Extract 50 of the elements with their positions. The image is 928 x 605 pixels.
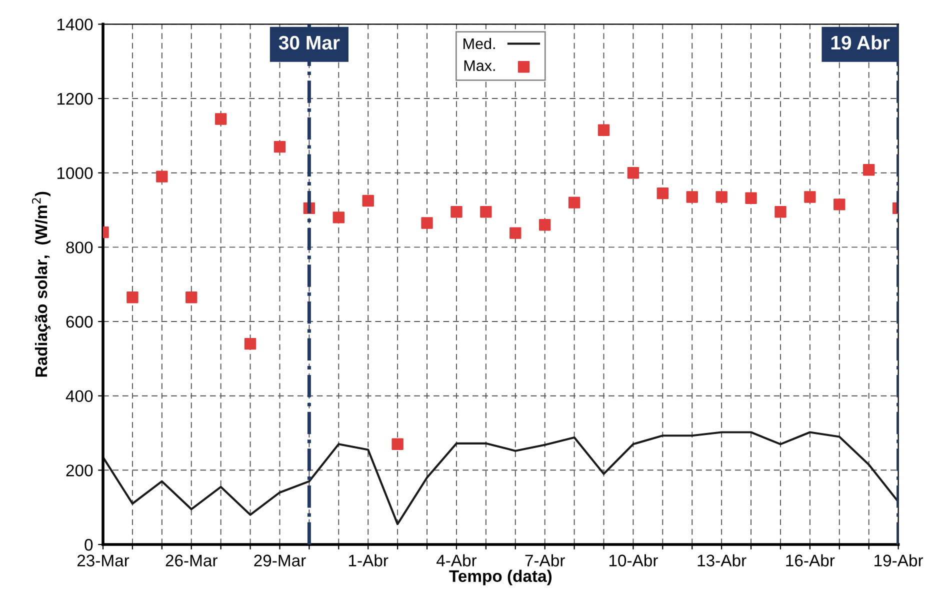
point (244, 338, 256, 350)
point (598, 124, 610, 136)
point (214, 113, 227, 125)
point (156, 170, 168, 182)
x-tick-label: 29-Mar (254, 554, 306, 566)
point (450, 206, 462, 218)
point (421, 217, 433, 229)
x-tick-label: 4-Abr (436, 554, 477, 566)
legend-label: Max. (464, 60, 495, 72)
point (362, 194, 374, 207)
point (804, 191, 816, 203)
x-axis-title: Tempo (data) (449, 570, 552, 586)
y-tick-label: 0 (84, 538, 93, 551)
y-tick-label: 200 (66, 464, 93, 476)
point (656, 187, 669, 200)
point (834, 198, 846, 210)
y-axis-title: Radiação solar, (W/m$^{2}$) (32, 192, 50, 377)
point (863, 164, 875, 176)
x-tick-label: 16-Abr (786, 554, 835, 566)
y-tick-label: 1000 (57, 167, 93, 180)
point (568, 196, 580, 208)
y-tick-label: 400 (66, 390, 93, 402)
x-tick-label: 26-Mar (166, 554, 218, 566)
point (745, 192, 757, 204)
x-tick-label: 23-Mar (77, 554, 130, 566)
x-tick-label: 13-Abr (698, 554, 746, 566)
point (480, 206, 492, 218)
point (392, 438, 404, 450)
y-tick-label: 1400 (57, 18, 93, 30)
y-tick-label: 600 (66, 316, 93, 328)
point (627, 167, 640, 179)
x-tick-label: 1-Abr (349, 554, 388, 566)
ref-line-label: 19 Abr (831, 35, 890, 50)
legend-label: Med. (464, 38, 495, 50)
point (274, 140, 286, 153)
point (510, 227, 522, 239)
x-tick-label: 10-Abr (609, 554, 658, 566)
ref-line-label: 30 Mar (278, 36, 340, 50)
x-tick-label: 19-Abr (874, 554, 924, 566)
line-series (103, 431, 898, 526)
point (716, 191, 728, 203)
x-tick-label: 7-Abr (525, 554, 565, 566)
point (774, 206, 786, 218)
y-tick-label: 1200 (57, 92, 93, 105)
point (186, 292, 198, 304)
point (126, 292, 138, 304)
point (538, 219, 551, 231)
point (686, 191, 698, 203)
y-tick-label: 800 (66, 242, 93, 254)
point (332, 212, 344, 224)
